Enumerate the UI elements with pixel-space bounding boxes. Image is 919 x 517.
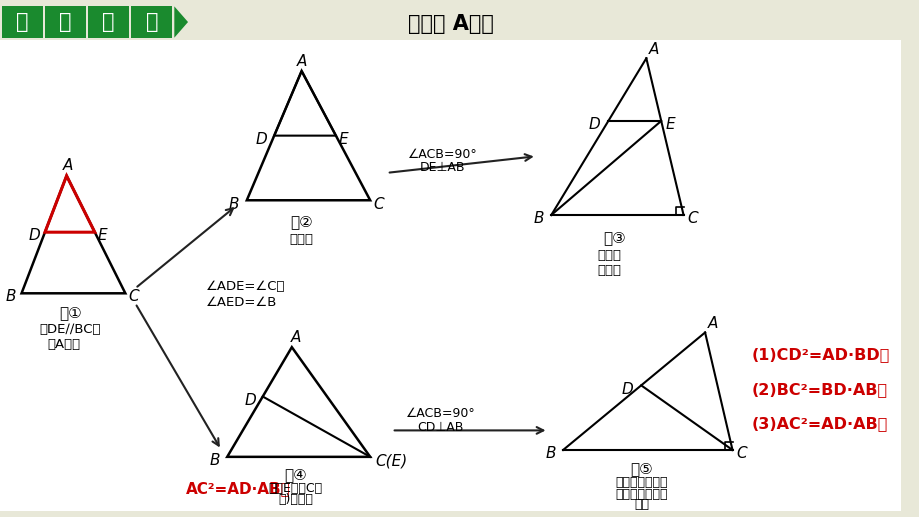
Text: B: B bbox=[6, 288, 16, 304]
Text: (1)CD²=AD·BD；: (1)CD²=AD·BD； bbox=[752, 347, 890, 362]
Text: （DE∕∕BC）: （DE∕∕BC） bbox=[40, 323, 101, 336]
Text: B: B bbox=[229, 196, 239, 211]
Text: C: C bbox=[373, 196, 384, 211]
FancyBboxPatch shape bbox=[0, 40, 900, 511]
Text: 型: 型 bbox=[60, 12, 72, 32]
Text: 模型一 A字型: 模型一 A字型 bbox=[407, 14, 493, 34]
Text: 分: 分 bbox=[102, 12, 115, 32]
Text: （点E与点C重: （点E与点C重 bbox=[268, 482, 323, 495]
Text: D: D bbox=[255, 132, 267, 147]
Text: (3)AC²=AD·AB；: (3)AC²=AD·AB； bbox=[752, 416, 888, 431]
Text: 共角型: 共角型 bbox=[596, 264, 620, 277]
Text: E: E bbox=[97, 227, 108, 242]
Text: ∠ACB=90°: ∠ACB=90° bbox=[407, 148, 477, 161]
Text: 斜交型: 斜交型 bbox=[289, 233, 313, 246]
Text: A: A bbox=[707, 316, 718, 331]
Text: CD⊥AB: CD⊥AB bbox=[417, 421, 463, 434]
Text: 双垂直: 双垂直 bbox=[596, 249, 620, 262]
Text: C: C bbox=[129, 288, 140, 304]
Text: A: A bbox=[296, 54, 306, 69]
Text: B: B bbox=[545, 446, 555, 461]
Text: D: D bbox=[28, 227, 40, 242]
Text: 正A字型: 正A字型 bbox=[47, 338, 80, 351]
Text: C: C bbox=[735, 446, 746, 461]
Text: A: A bbox=[290, 330, 301, 345]
FancyBboxPatch shape bbox=[2, 6, 43, 38]
FancyBboxPatch shape bbox=[45, 6, 86, 38]
Text: A: A bbox=[62, 159, 73, 174]
Text: 图③: 图③ bbox=[603, 230, 626, 245]
Text: D: D bbox=[621, 382, 632, 397]
Text: D: D bbox=[588, 117, 600, 132]
Text: C: C bbox=[686, 211, 697, 226]
Text: B: B bbox=[533, 211, 543, 226]
Polygon shape bbox=[174, 6, 187, 38]
Text: 合)母子型: 合)母子型 bbox=[278, 493, 312, 507]
Text: (2)BC²=BD·AB；: (2)BC²=BD·AB； bbox=[752, 382, 887, 397]
Text: AC²=AD·AB；: AC²=AD·AB； bbox=[186, 481, 290, 496]
Text: 双垂直共角共线: 双垂直共角共线 bbox=[615, 476, 667, 489]
Text: 图①: 图① bbox=[59, 306, 82, 321]
Text: ∠AED=∠B: ∠AED=∠B bbox=[206, 296, 277, 309]
Text: ∠ACB=90°: ∠ACB=90° bbox=[405, 407, 475, 420]
Text: DE⊥AB: DE⊥AB bbox=[419, 161, 465, 174]
Text: E: E bbox=[664, 117, 675, 132]
Text: C(E): C(E) bbox=[375, 453, 407, 468]
Text: 图②: 图② bbox=[289, 215, 312, 230]
FancyBboxPatch shape bbox=[88, 6, 130, 38]
Text: ∠ADE=∠C或: ∠ADE=∠C或 bbox=[206, 280, 285, 293]
Text: D: D bbox=[244, 393, 255, 408]
Text: 析: 析 bbox=[145, 12, 158, 32]
Text: A: A bbox=[648, 42, 659, 57]
Text: 图⑤: 图⑤ bbox=[630, 461, 652, 476]
Text: B: B bbox=[209, 453, 220, 468]
FancyBboxPatch shape bbox=[131, 6, 172, 38]
Text: 模: 模 bbox=[17, 12, 28, 32]
Text: 理型: 理型 bbox=[633, 498, 648, 511]
Text: 型，也称射影定: 型，也称射影定 bbox=[615, 488, 667, 500]
Text: E: E bbox=[338, 132, 348, 147]
Text: 图④: 图④ bbox=[284, 467, 307, 482]
